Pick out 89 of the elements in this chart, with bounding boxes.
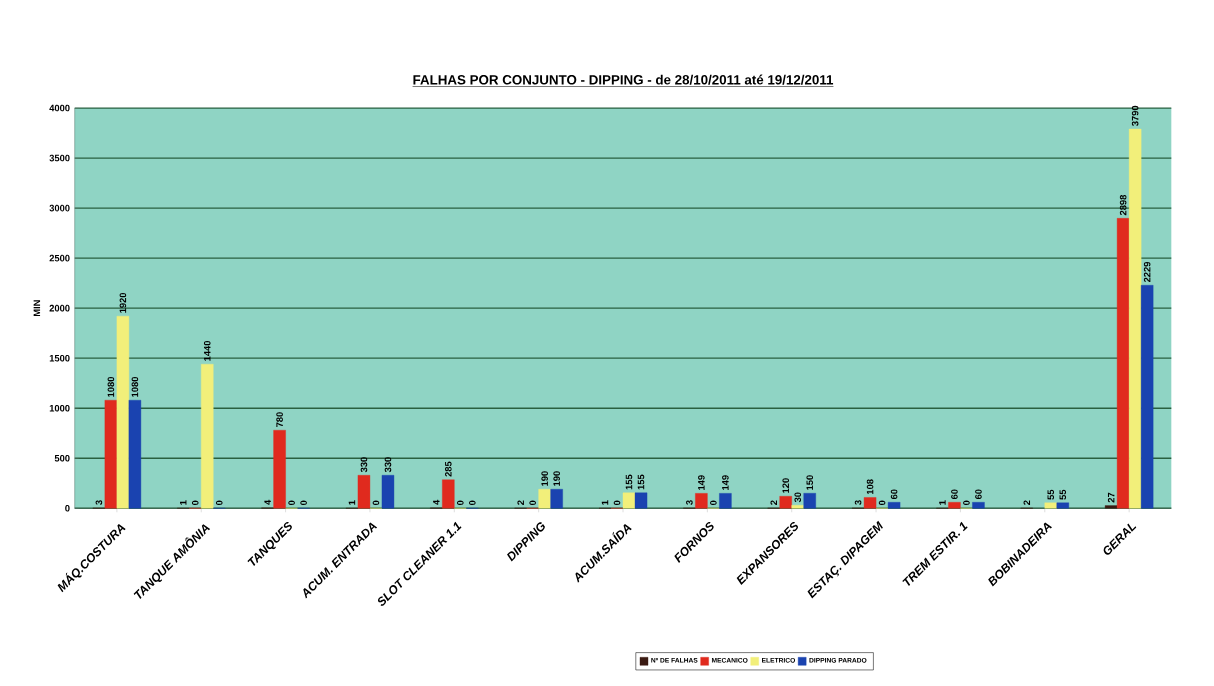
bar [948, 502, 961, 509]
data-label: 27 [1107, 492, 1115, 503]
data-label: 0 [529, 500, 536, 506]
bar [128, 400, 142, 509]
data-label: 2229 [1143, 262, 1151, 283]
bar [1044, 502, 1057, 509]
bar [972, 502, 985, 509]
data-label: 0 [457, 500, 464, 506]
data-label: 0 [469, 500, 476, 506]
bar [273, 430, 286, 509]
data-label: 120 [782, 478, 790, 493]
data-label: 1 [180, 500, 187, 505]
data-label: 4 [433, 500, 440, 505]
y-tick-label: 3000 [49, 204, 70, 212]
data-label: 0 [710, 500, 717, 506]
y-tick-label: 2000 [49, 305, 70, 312]
data-label: 190 [553, 471, 560, 486]
data-label: 2 [1023, 500, 1031, 506]
bar [442, 479, 455, 509]
data-label: 0 [288, 500, 295, 506]
data-label: 330 [360, 457, 368, 473]
bar [1116, 218, 1130, 509]
y-axis-title: MIN [33, 300, 41, 317]
data-label: 155 [637, 474, 645, 490]
data-label: 0 [215, 500, 223, 506]
data-label: 1440 [203, 341, 211, 361]
data-label: 0 [613, 500, 621, 506]
data-label: 30 [794, 492, 802, 503]
bar [791, 505, 804, 509]
data-label: 1 [601, 500, 609, 505]
data-label: 0 [300, 500, 307, 506]
data-label: 4 [264, 500, 271, 505]
bar [695, 493, 708, 509]
data-label: 1080 [131, 377, 139, 397]
data-label: 0 [878, 500, 886, 506]
y-tick-label: 1000 [49, 405, 70, 412]
data-label: 149 [698, 475, 705, 491]
data-label: 285 [445, 461, 452, 477]
data-label: 155 [625, 474, 633, 490]
data-label: 60 [890, 489, 898, 500]
bar [381, 475, 395, 509]
data-label: 1 [939, 500, 946, 505]
bar [634, 492, 648, 509]
bar [719, 493, 732, 509]
y-tick-label: 2500 [49, 254, 70, 262]
bar [622, 492, 636, 509]
data-label: 55 [1059, 489, 1067, 500]
data-label: 1920 [119, 293, 127, 313]
data-label: 2 [517, 500, 524, 506]
bar [538, 489, 551, 509]
y-tick-label: 0 [65, 505, 70, 512]
bar [1140, 285, 1154, 509]
bar [887, 502, 901, 509]
y-tick-label: 1500 [49, 355, 70, 362]
data-label: 108 [866, 479, 874, 495]
data-label: 0 [963, 500, 970, 506]
bar [550, 489, 563, 509]
bar [1056, 502, 1069, 509]
bar [863, 497, 877, 509]
data-label: 3 [854, 500, 862, 506]
data-label: 150 [806, 475, 814, 490]
data-label: 3 [686, 500, 693, 506]
bar [803, 493, 816, 509]
bar [357, 475, 371, 509]
data-label: 0 [372, 500, 380, 506]
data-label: 149 [722, 475, 729, 491]
data-label: 3 [95, 500, 103, 506]
bar [1128, 129, 1142, 509]
data-label: 3790 [1131, 105, 1139, 127]
data-label: 780 [276, 412, 283, 428]
bar [116, 316, 130, 509]
data-label: 0 [191, 500, 199, 506]
y-tick-label: 4000 [49, 104, 70, 112]
chart-title: FALHAS POR CONJUNTO - DIPPING - de 28/10/2011 até 19/12/2011 [413, 74, 834, 85]
y-tick-label: 500 [54, 455, 70, 462]
bar [201, 364, 214, 509]
data-label: 2898 [1119, 195, 1127, 216]
bar [104, 400, 118, 509]
data-label: 60 [951, 489, 958, 500]
bar [1104, 505, 1118, 509]
data-label: 330 [384, 457, 392, 473]
data-label: 1 [348, 500, 356, 505]
data-label: 1080 [107, 377, 115, 397]
data-label: 60 [975, 489, 982, 500]
data-label: 2 [770, 500, 777, 506]
bar [779, 496, 792, 509]
data-label: 190 [541, 471, 548, 486]
data-label: 55 [1047, 489, 1055, 500]
y-tick-label: 3500 [49, 154, 70, 162]
